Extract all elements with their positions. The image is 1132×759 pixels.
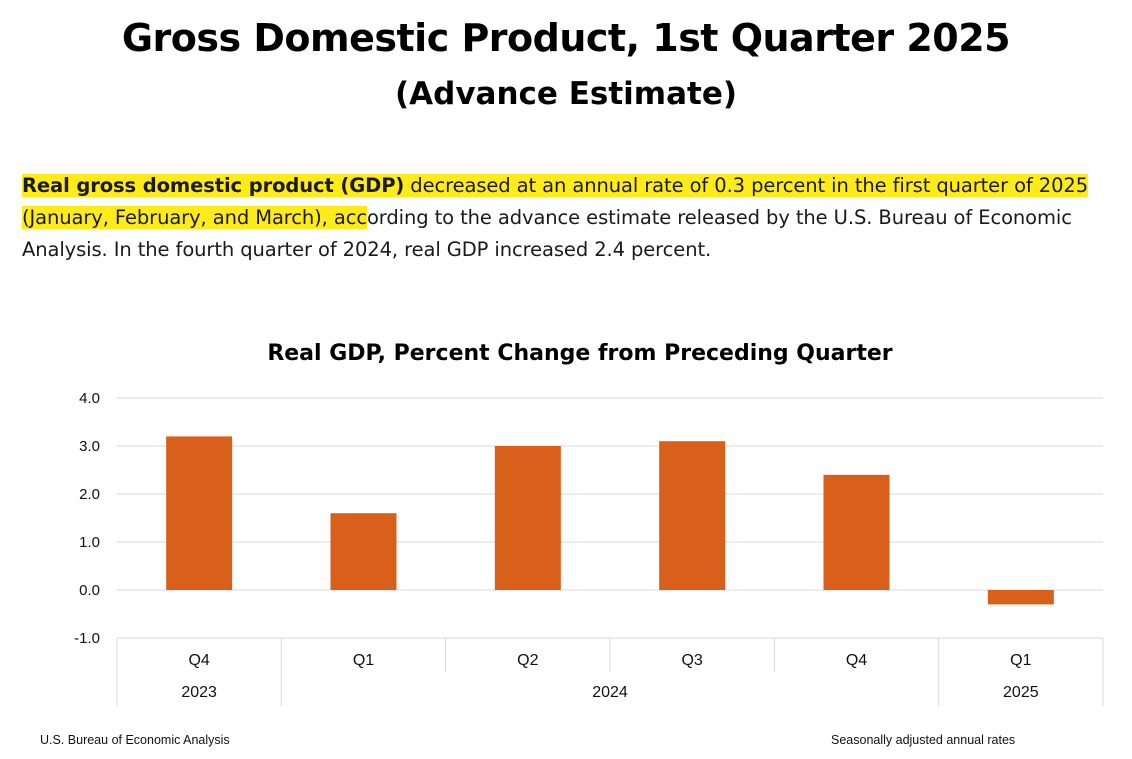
quarter-label: Q1 [353, 652, 374, 669]
quarter-label: Q4 [188, 652, 209, 669]
summary-paragraph: Real gross domestic product (GDP) decrea… [22, 170, 1122, 266]
bar [659, 441, 726, 590]
quarter-label: Q4 [846, 652, 867, 669]
source-note: U.S. Bureau of Economic Analysis [40, 733, 230, 747]
page-title: Gross Domestic Product, 1st Quarter 2025 [121, 16, 1011, 60]
quarter-label: Q3 [681, 652, 702, 669]
bar [987, 590, 1054, 605]
year-label: 2023 [181, 684, 217, 701]
rates-note: Seasonally adjusted annual rates [831, 733, 1016, 747]
quarter-label: Q1 [1010, 652, 1031, 669]
y-tick-label: 4.0 [79, 390, 100, 407]
bar [330, 513, 397, 590]
bar [166, 436, 233, 590]
quarter-label: Q2 [517, 652, 538, 669]
y-tick-label: 3.0 [79, 438, 100, 455]
year-label: 2024 [592, 684, 628, 701]
bar [823, 474, 890, 590]
page-subtitle: (Advance Estimate) [394, 76, 738, 112]
summary-highlight-text: decreased at an annual rate of 0.3 perce… [22, 174, 1089, 229]
bar [494, 446, 561, 590]
summary-rest-text: ording to the advance estimate released … [22, 206, 1072, 261]
y-tick-label: -1.0 [74, 630, 100, 647]
summary-bold-lead: Real gross domestic product (GDP) [22, 174, 405, 197]
year-label: 2025 [1003, 684, 1039, 701]
y-tick-label: 0.0 [79, 582, 100, 599]
y-tick-label: 2.0 [79, 486, 100, 503]
chart-title: Real GDP, Percent Change from Preceding … [267, 341, 893, 366]
y-tick-label: 1.0 [79, 534, 100, 551]
